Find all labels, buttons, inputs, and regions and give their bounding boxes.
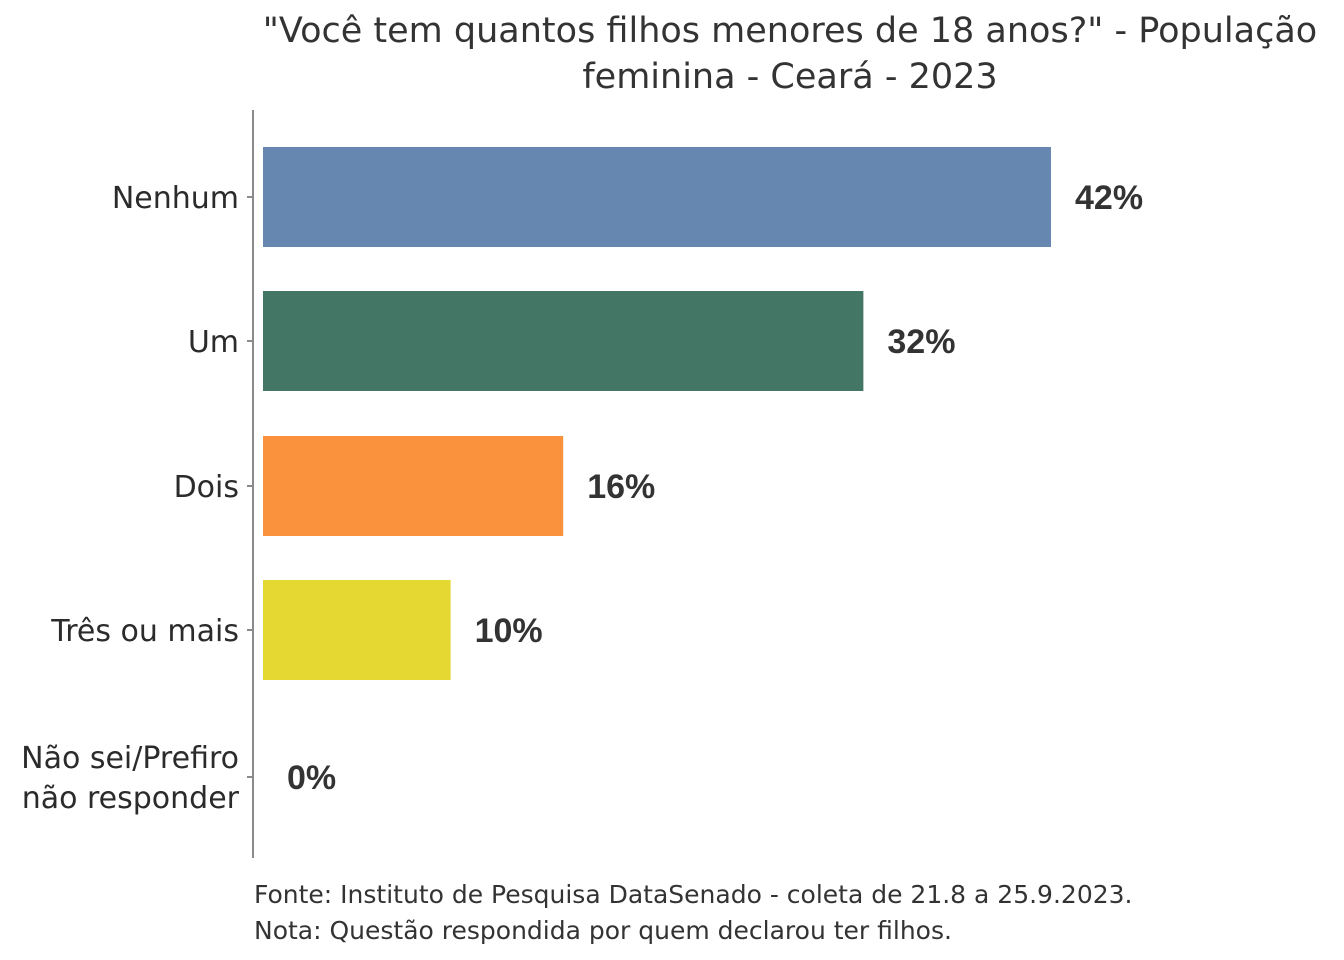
data-label: 10%	[475, 612, 543, 650]
chart-title-line: "Você tem quantos filhos menores de 18 a…	[263, 11, 1317, 51]
bars: Nenhum 42% Um 32% Dois 16% Três ou mais 10% Não …	[21, 147, 1143, 816]
bar	[263, 291, 864, 391]
bar	[263, 147, 1051, 247]
data-label: 32%	[887, 323, 955, 361]
bar	[263, 580, 451, 680]
category-label: Dois	[174, 470, 239, 505]
footnote: Nota: Questão respondida por quem declar…	[254, 916, 952, 945]
data-label: 42%	[1075, 179, 1143, 217]
chart-title: "Você tem quantos filhos menores de 18 a…	[263, 11, 1317, 97]
category-label: Um	[188, 325, 239, 360]
bar	[263, 436, 564, 536]
footnote: Fonte: Instituto de Pesquisa DataSenado …	[254, 880, 1132, 909]
data-label: 16%	[587, 468, 655, 506]
category-label: Não sei/Prefiro não responder	[21, 741, 240, 816]
footnotes: Fonte: Instituto de Pesquisa DataSenado …	[254, 880, 1132, 945]
chart-title-line: feminina - Ceará - 2023	[582, 57, 997, 97]
category-label: Nenhum	[112, 181, 239, 216]
category-label: Três ou mais	[50, 614, 239, 649]
data-label: 0%	[287, 759, 336, 797]
